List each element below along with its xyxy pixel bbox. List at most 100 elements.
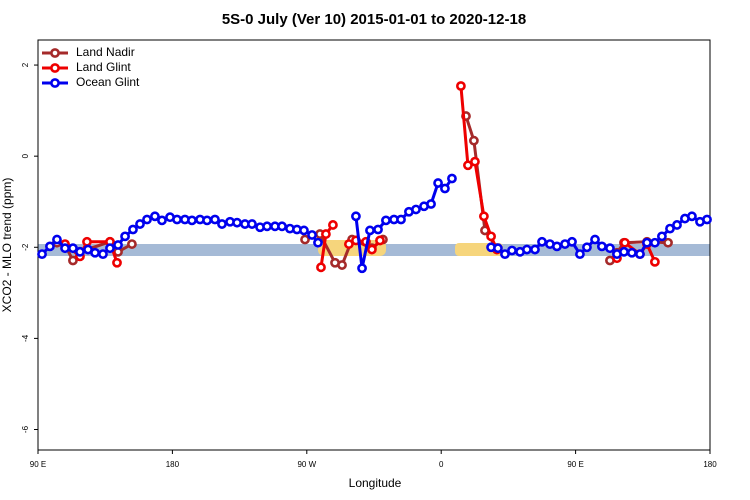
legend-marker (50, 78, 60, 88)
x-tick-label: 90 E (30, 460, 46, 469)
point (120, 231, 130, 242)
y-tick-label: 0 (21, 153, 30, 158)
point (60, 243, 70, 254)
point (552, 241, 562, 252)
y-tick-label: -2 (21, 243, 30, 251)
point (479, 211, 489, 222)
point (367, 244, 377, 255)
point (68, 255, 78, 266)
x-axis-label: Longitude (349, 476, 402, 490)
point (635, 249, 645, 260)
point (299, 225, 309, 236)
legend-label: Land Nadir (76, 45, 135, 59)
legend-label: Ocean Glint (76, 75, 140, 89)
y-tick-label: 2 (21, 62, 30, 67)
y-axis-label: XCO2 - MLO trend (ppm) (0, 178, 14, 313)
point (37, 249, 47, 260)
point (567, 236, 577, 247)
point (537, 236, 547, 247)
point (82, 236, 92, 247)
x-tick-label: 180 (703, 460, 717, 469)
point (365, 225, 375, 236)
point (440, 183, 450, 194)
point (128, 224, 138, 235)
point (52, 234, 62, 245)
point (321, 229, 331, 239)
point (619, 237, 630, 248)
point (113, 240, 123, 250)
point (150, 211, 160, 222)
point (582, 242, 592, 253)
point (307, 230, 317, 240)
point (232, 217, 242, 228)
point (642, 237, 652, 248)
point (45, 241, 55, 252)
point (351, 211, 361, 222)
point (344, 239, 354, 249)
point (375, 235, 385, 246)
legend-label: Land Glint (76, 60, 131, 74)
point (447, 173, 457, 184)
point (157, 215, 167, 226)
x-tick-label: 180 (166, 460, 180, 469)
plot-frame (37, 39, 711, 451)
point (262, 221, 272, 232)
legend-marker (50, 48, 60, 58)
legend-marker (50, 63, 60, 73)
point (657, 231, 667, 242)
point (328, 220, 338, 230)
point (687, 211, 697, 222)
point (135, 219, 145, 229)
point (68, 243, 78, 254)
point (127, 239, 137, 249)
point (433, 178, 443, 188)
point (522, 244, 532, 255)
point (316, 262, 326, 273)
point (626, 247, 637, 258)
point (313, 237, 323, 248)
point (649, 237, 660, 248)
point (210, 214, 220, 225)
point (75, 246, 85, 257)
point (702, 214, 712, 225)
point (105, 243, 115, 254)
point (172, 214, 182, 225)
point (300, 234, 310, 245)
point (337, 260, 347, 270)
point (649, 256, 660, 267)
point (98, 249, 108, 260)
x-tick-label: 90 W (297, 460, 316, 469)
y-tick-label: -4 (21, 334, 30, 342)
point (396, 214, 406, 225)
x-tick-label: 0 (439, 460, 444, 469)
point (596, 241, 607, 252)
point (665, 223, 675, 234)
point (381, 215, 391, 226)
point (217, 219, 227, 229)
point (426, 199, 436, 209)
x-tick-label: 90 E (567, 460, 583, 469)
point (202, 215, 212, 226)
point (469, 135, 479, 146)
point (575, 249, 585, 260)
point (619, 246, 629, 257)
point (493, 243, 503, 254)
y-tick-label: -6 (21, 425, 30, 433)
point (507, 245, 517, 256)
chart-title: 5S-0 July (Ver 10) 2015-01-01 to 2020-12… (222, 11, 526, 28)
point (500, 249, 510, 260)
point (411, 204, 421, 215)
point (90, 247, 100, 258)
point (672, 220, 682, 230)
point (357, 263, 367, 274)
point (463, 160, 473, 171)
point (590, 234, 600, 245)
point (142, 214, 152, 225)
point (277, 221, 287, 232)
point (486, 231, 496, 242)
point (187, 215, 197, 226)
point (470, 156, 480, 167)
point (456, 81, 466, 91)
point (605, 243, 615, 254)
